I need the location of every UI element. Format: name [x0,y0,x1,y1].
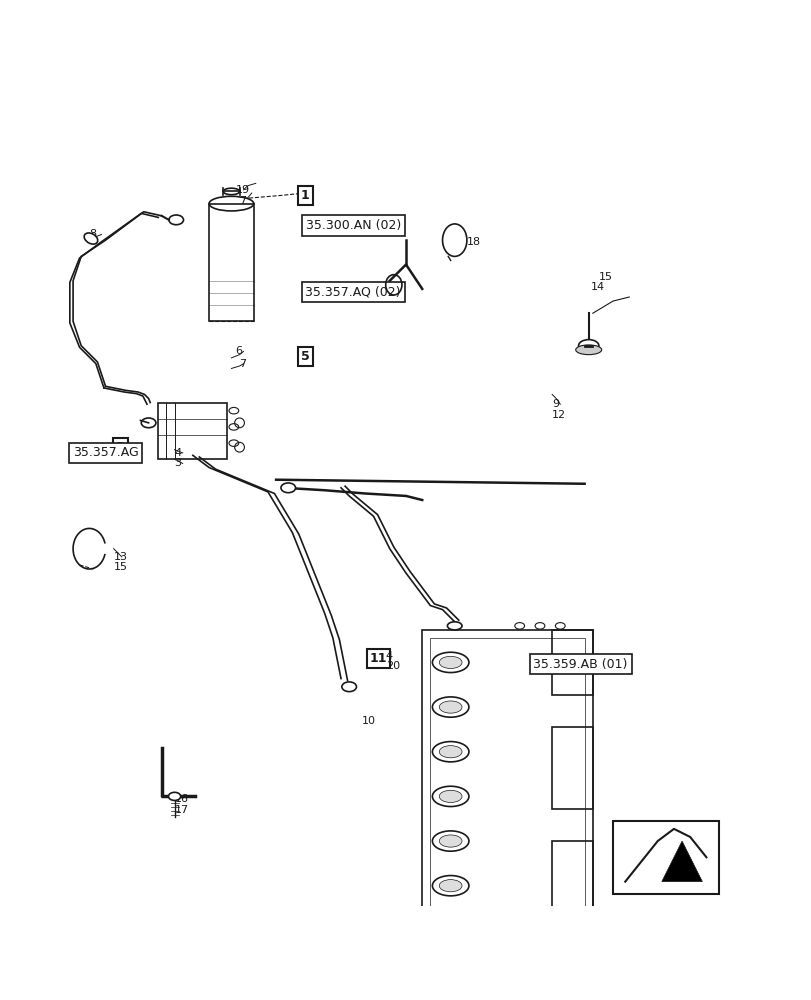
Text: 1: 1 [301,189,309,202]
Text: 14: 14 [590,282,604,292]
Bar [551,727,592,809]
Text: 35.357.AQ (02): 35.357.AQ (02) [305,286,401,299]
Ellipse shape [514,623,524,629]
Ellipse shape [281,483,295,493]
Text: 2: 2 [116,441,124,454]
Text: 4: 4 [385,651,393,661]
Text: 35.357.AG: 35.357.AG [73,446,138,459]
Ellipse shape [84,233,97,244]
Ellipse shape [439,701,461,713]
Text: 9: 9 [551,399,559,409]
Text: 20: 20 [385,661,399,671]
Bar [612,821,718,894]
Ellipse shape [141,418,156,428]
Ellipse shape [555,623,564,629]
Ellipse shape [229,440,238,446]
Text: 7: 7 [239,196,247,206]
Ellipse shape [229,407,238,414]
Text: 11: 11 [369,652,387,665]
Text: 15: 15 [599,272,612,282]
Text: 18: 18 [466,237,480,247]
Ellipse shape [169,792,180,800]
Ellipse shape [439,656,461,668]
Ellipse shape [431,652,469,673]
Text: 17: 17 [174,805,188,815]
Ellipse shape [439,835,461,847]
Text: 7: 7 [239,359,247,369]
Bar [422,630,592,938]
Text: 12: 12 [551,410,565,420]
Text: 6: 6 [235,346,242,356]
Ellipse shape [577,340,598,352]
Ellipse shape [341,682,356,692]
Ellipse shape [169,215,183,225]
Bar [551,630,592,695]
Text: 35.300.AN (02): 35.300.AN (02) [305,219,401,232]
Ellipse shape [431,876,469,896]
Text: 19: 19 [235,185,249,195]
Ellipse shape [431,786,469,807]
Text: 5: 5 [301,350,309,363]
Ellipse shape [439,746,461,758]
Text: 35.359.AB (01): 35.359.AB (01) [533,658,627,671]
Bar [158,403,227,459]
Ellipse shape [575,345,601,355]
Text: 13: 13 [114,552,127,562]
Ellipse shape [208,196,253,211]
Bar [430,638,584,930]
Ellipse shape [229,424,238,430]
Ellipse shape [431,831,469,851]
Ellipse shape [431,742,469,762]
Ellipse shape [223,188,239,195]
Ellipse shape [534,623,544,629]
Ellipse shape [439,790,461,802]
Polygon shape [661,841,702,882]
Text: 15: 15 [114,562,127,572]
Text: 4: 4 [174,448,182,458]
Text: 3: 3 [174,458,182,468]
Ellipse shape [447,622,461,630]
Text: 8: 8 [89,229,97,239]
Ellipse shape [431,697,469,717]
Text: 16: 16 [174,794,188,804]
Ellipse shape [439,880,461,892]
Bar [551,841,592,922]
Text: 10: 10 [361,716,375,726]
